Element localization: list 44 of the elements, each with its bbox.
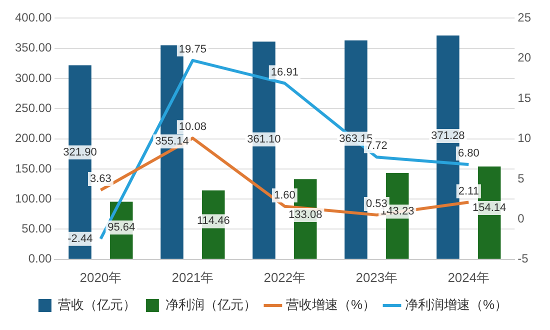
y-tick-label: 150.00 <box>15 161 52 176</box>
y2-tick-label: -5 <box>518 252 529 266</box>
data-label: 114.46 <box>196 215 230 228</box>
data-label: 2.11 <box>458 185 479 198</box>
y-tick-label: 350.00 <box>15 40 52 55</box>
y2-tick-label: 5 <box>518 171 525 186</box>
legend-label: 净利润增速（%） <box>405 297 508 312</box>
data-label: 321.90 <box>63 146 97 158</box>
y-tick-label: 0.00 <box>28 252 52 266</box>
legend-label: 营收（亿元） <box>58 297 136 312</box>
x-tick-label: 2024年 <box>448 270 490 285</box>
x-tick-label: 2020年 <box>80 270 122 285</box>
data-label: 143.23 <box>380 206 414 218</box>
x-tick-label: 2021年 <box>172 270 214 285</box>
data-label: 1.60 <box>274 189 296 202</box>
data-label: 6.80 <box>458 148 480 160</box>
data-label: 3.63 <box>90 173 112 186</box>
data-label: 95.64 <box>108 221 136 234</box>
x-tick-label: 2022年 <box>264 270 306 285</box>
y2-tick-label: 15 <box>518 90 532 105</box>
data-label: 361.10 <box>247 133 281 146</box>
data-label: -2.44 <box>68 232 93 245</box>
data-label: 133.08 <box>288 209 322 222</box>
data-label: 16.91 <box>270 66 298 78</box>
y-tick-label: 300.00 <box>15 70 52 85</box>
y-tick-label: 200.00 <box>15 131 52 146</box>
data-label: 7.72 <box>366 140 388 152</box>
data-label: 0.53 <box>366 198 388 210</box>
data-label: 10.08 <box>178 121 206 134</box>
data-label: 371.28 <box>431 130 465 142</box>
y2-tick-label: 0 <box>518 212 525 226</box>
y-tick-label: 50.00 <box>22 222 52 236</box>
y2-tick-label: 20 <box>518 50 532 65</box>
y2-tick-label: 10 <box>518 131 532 146</box>
data-label: 355.14 <box>155 135 189 148</box>
y-tick-label: 400.00 <box>15 10 52 25</box>
legend-label: 净利润（亿元） <box>165 297 256 312</box>
y-tick-label: 100.00 <box>15 191 52 206</box>
x-tick-label: 2023年 <box>356 270 398 285</box>
data-label: 19.75 <box>178 43 206 56</box>
y-tick-label: 250.00 <box>15 100 52 115</box>
data-label: 154.14 <box>472 202 506 214</box>
y2-tick-label: 25 <box>518 10 532 25</box>
legend-label: 营收增速（%） <box>286 297 376 312</box>
